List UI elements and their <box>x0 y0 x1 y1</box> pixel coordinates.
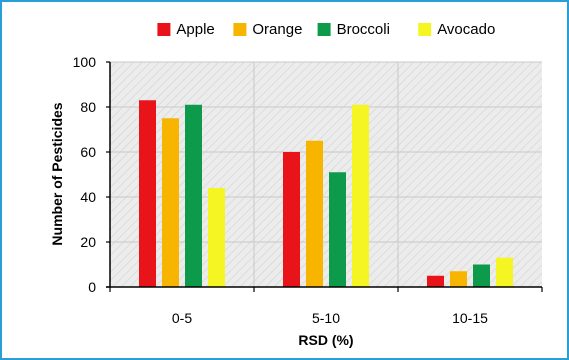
legend-label-avocado: Avocado <box>437 21 495 38</box>
bar-broccoli-10-15 <box>473 264 490 287</box>
y-tick-label: 60 <box>80 144 96 160</box>
bar-apple-5-10 <box>283 152 300 287</box>
bar-avocado-0-5 <box>208 188 225 287</box>
y-axis-title: Number of Pesticides <box>49 102 65 245</box>
y-tick-label: 20 <box>80 234 96 250</box>
y-tick-label: 0 <box>88 279 96 295</box>
legend-swatch-avocado <box>418 23 432 36</box>
y-tick-label: 80 <box>80 99 96 115</box>
bar-avocado-10-15 <box>496 257 513 287</box>
legend-label-broccoli: Broccoli <box>337 21 390 38</box>
legend-swatch-orange <box>233 23 247 36</box>
bar-orange-5-10 <box>306 140 323 287</box>
legend-label-orange: Orange <box>252 21 302 38</box>
bar-orange-10-15 <box>450 271 467 287</box>
bar-broccoli-0-5 <box>185 104 202 287</box>
bar-apple-10-15 <box>427 275 444 287</box>
legend-swatch-apple <box>157 23 171 36</box>
x-tick-label: 10-15 <box>452 310 488 326</box>
legend-swatch-broccoli <box>317 23 331 36</box>
plot-area <box>110 62 542 287</box>
x-axis-title: RSD (%) <box>298 332 353 348</box>
x-tick-label: 0-5 <box>172 310 192 326</box>
y-tick-label: 100 <box>73 54 97 70</box>
bar-orange-0-5 <box>162 118 179 287</box>
bar-apple-0-5 <box>139 100 156 287</box>
legend-label-apple: Apple <box>176 21 214 38</box>
y-tick-label: 40 <box>80 189 96 205</box>
x-tick-label: 5-10 <box>312 310 340 326</box>
bar-broccoli-5-10 <box>329 172 346 287</box>
bar-avocado-5-10 <box>352 104 369 287</box>
